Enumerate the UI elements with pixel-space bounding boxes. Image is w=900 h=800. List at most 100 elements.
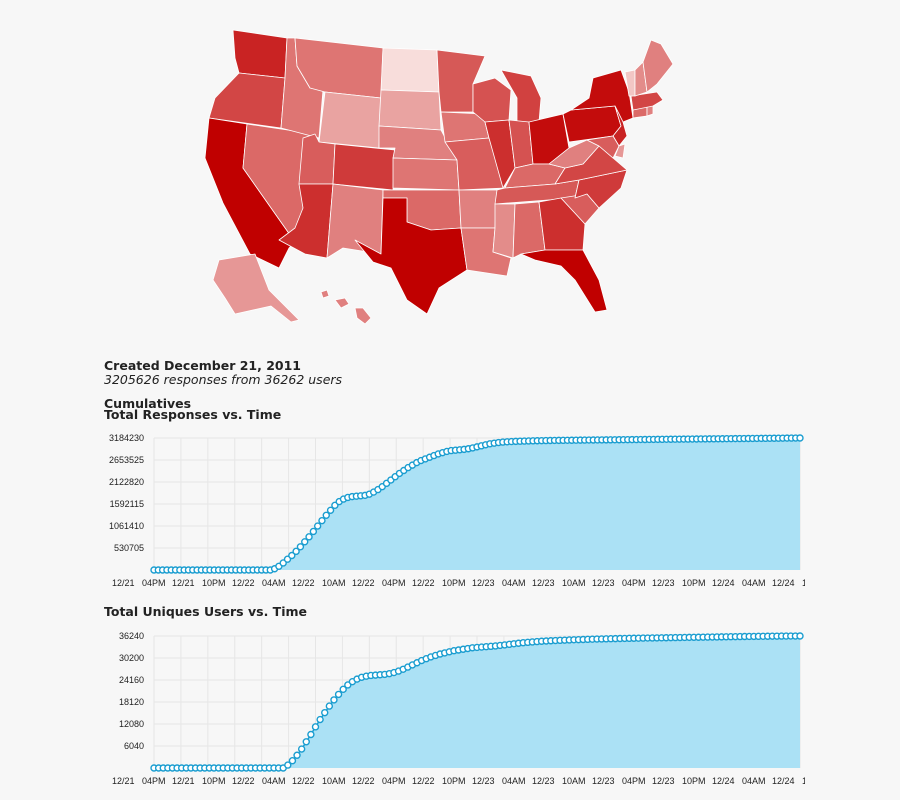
section-title: Cumulatives: [104, 396, 192, 411]
state-AR[interactable]: [458, 189, 498, 229]
x-tick-label: 12/24: [772, 776, 795, 786]
data-point: [322, 511, 330, 519]
responses-summary: 3205626 responses from 36262 users: [104, 372, 343, 387]
state-MD[interactable]: [586, 135, 620, 159]
data-point: [297, 745, 306, 753]
state-WY[interactable]: [318, 91, 382, 149]
x-tick-label: 10AM: [562, 578, 586, 588]
data-point: [284, 761, 292, 769]
x-tick-label: 10PM: [682, 578, 706, 588]
state-GA[interactable]: [538, 197, 586, 251]
x-tick-label: 12/24: [772, 578, 795, 588]
state-KS[interactable]: [392, 157, 460, 191]
x-tick-label: 10AM: [802, 578, 805, 588]
users-area-chart: 6040 12080 18120 24160 30200 36240 12/21 04PM 12…: [112, 631, 805, 786]
y-tick-label: 30200: [119, 653, 144, 663]
data-point: [309, 527, 318, 536]
x-tick-label: 12/22: [412, 578, 435, 588]
state-DE[interactable]: [614, 143, 626, 159]
x-tick-label: 10PM: [202, 578, 226, 588]
x-tick-label: 12/24: [712, 578, 735, 588]
y-tick-label: 6040: [124, 741, 144, 751]
x-tick-label: 04AM: [742, 578, 766, 588]
data-point: [302, 738, 310, 746]
state-NM[interactable]: [326, 183, 384, 259]
state-CO[interactable]: [332, 143, 396, 191]
state-ND[interactable]: [380, 47, 440, 93]
state-FL[interactable]: [520, 249, 608, 313]
x-tick-label: 12/23: [652, 578, 675, 588]
x-tick-label: 12/21: [112, 776, 135, 786]
y-tick-label: 2122820: [109, 477, 144, 487]
x-tick-label: 10PM: [682, 776, 706, 786]
x-tick-label: 12/21: [172, 578, 195, 588]
state-WA[interactable]: [232, 29, 288, 79]
x-tick-label: 04PM: [622, 578, 646, 588]
data-point: [321, 708, 329, 717]
x-tick-label: 04AM: [502, 578, 526, 588]
state-WI[interactable]: [472, 77, 512, 123]
x-tick-label: 10AM: [562, 776, 586, 786]
data-point: [796, 632, 804, 640]
y-tick-label: 530705: [114, 543, 144, 553]
x-tick-label: 12/22: [412, 776, 435, 786]
state-SD[interactable]: [378, 89, 442, 131]
x-tick-label: 04PM: [382, 578, 406, 588]
x-tick-label: 12/23: [532, 776, 555, 786]
x-tick-label: 10AM: [322, 578, 346, 588]
x-tick-label: 10PM: [442, 776, 466, 786]
x-tick-label: 12/23: [472, 776, 495, 786]
y-tick-label: 1061410: [109, 521, 144, 531]
x-tick-label: 12/23: [652, 776, 675, 786]
data-point: [305, 533, 313, 541]
data-point: [334, 690, 343, 699]
state-MA[interactable]: [630, 91, 664, 111]
data-point: [307, 730, 315, 739]
x-tick-label: 12/23: [592, 776, 615, 786]
data-point: [301, 538, 309, 546]
data-point: [330, 696, 338, 704]
x-tick-label: 04AM: [502, 776, 526, 786]
x-tick-label: 12/22: [292, 776, 315, 786]
x-tick-label: 12/23: [592, 578, 615, 588]
x-tick-label: 04PM: [382, 776, 406, 786]
x-tick-label: 04PM: [622, 776, 646, 786]
state-AK[interactable]: [212, 253, 300, 323]
y-tick-label: 36240: [119, 631, 144, 641]
data-point: [296, 543, 305, 551]
x-tick-label: 04PM: [142, 578, 166, 588]
state-TX[interactable]: [354, 197, 468, 315]
responses-area-chart: 530705 1061410 1592115 2122820 2653525 318423…: [109, 433, 805, 588]
us-states-choropleth-map: [204, 29, 674, 325]
x-tick-label: 12/24: [712, 776, 735, 786]
x-tick-label: 10AM: [322, 776, 346, 786]
x-tick-label: 12/23: [532, 578, 555, 588]
chart-title-users: Total Uniques Users vs. Time: [104, 604, 307, 619]
data-point: [288, 551, 296, 560]
state-ME[interactable]: [642, 39, 674, 93]
x-tick-label: 12/21: [172, 776, 195, 786]
data-point: [318, 516, 326, 525]
state-MS[interactable]: [492, 203, 516, 259]
area-fill: [154, 636, 800, 768]
state-RI[interactable]: [646, 105, 654, 117]
data-point: [293, 751, 301, 759]
created-date: Created December 21, 2011: [104, 358, 301, 373]
y-tick-label: 24160: [119, 675, 144, 685]
area-fill: [154, 438, 800, 570]
x-tick-label: 12/22: [352, 578, 375, 588]
x-tick-label: 12/23: [472, 578, 495, 588]
x-tick-label: 10PM: [202, 776, 226, 786]
data-point: [292, 547, 300, 556]
x-tick-label: 04AM: [262, 578, 286, 588]
state-HI[interactable]: [320, 289, 372, 325]
data-point: [288, 757, 297, 765]
state-IL[interactable]: [484, 119, 516, 189]
data-point: [326, 506, 335, 515]
data-point: [311, 723, 320, 731]
chart-title-responses: Total Responses vs. Time: [104, 407, 282, 422]
data-point: [796, 434, 804, 442]
x-tick-label: 04AM: [262, 776, 286, 786]
y-tick-label: 3184230: [109, 433, 144, 443]
x-tick-label: 12/22: [292, 578, 315, 588]
